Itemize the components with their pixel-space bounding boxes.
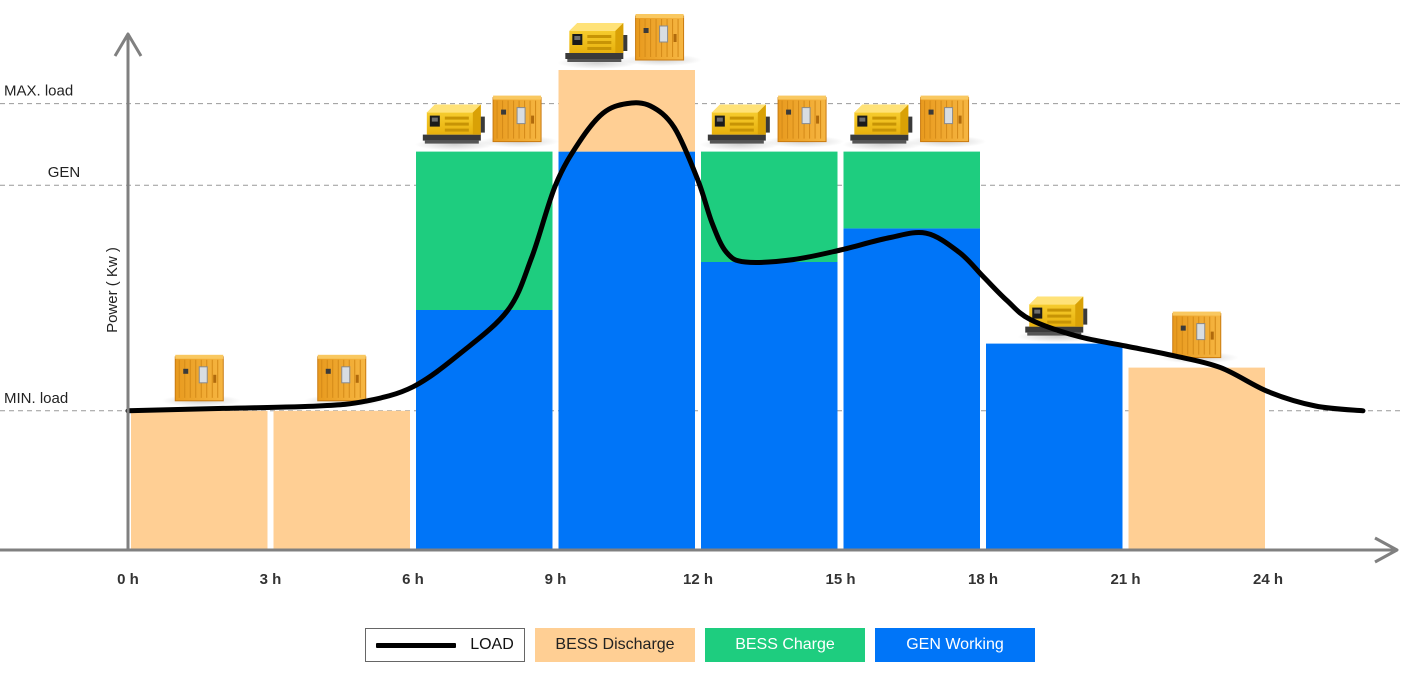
x-tick-labels: 0 h 3 h 6 h 9 h 12 h 15 h 18 h 21 h 24 h xyxy=(117,571,1283,588)
battery-container-icon-4 xyxy=(764,95,845,148)
bar-bess-discharge-1 xyxy=(273,410,410,550)
x-tick-label-5: 15 h xyxy=(825,571,855,588)
legend-item-gen-working: GEN Working xyxy=(875,628,1035,662)
x-tick-label-3: 9 h xyxy=(545,571,567,588)
x-tick-label-6: 18 h xyxy=(968,571,998,588)
load-line xyxy=(125,100,1366,414)
battery-container-icon-1 xyxy=(303,354,384,407)
bar-bess-discharge-0 xyxy=(131,410,268,550)
bar-gen-working-6 xyxy=(986,343,1123,550)
x-tick-label-0: 0 h xyxy=(117,571,139,588)
bar-gen-working-3 xyxy=(558,151,695,550)
battery-container-icon-2 xyxy=(479,95,560,148)
legend-bess-charge-label: BESS Charge xyxy=(735,636,835,653)
unit-icons xyxy=(161,14,1239,407)
bar-gen-working-2 xyxy=(416,310,553,550)
bar-bess-discharge-7 xyxy=(1128,367,1265,550)
level-label-0: MAX. load xyxy=(4,83,73,100)
y-axis-arrow xyxy=(113,32,143,57)
x-tick-label-1: 3 h xyxy=(260,571,282,588)
generator-icon-2 xyxy=(414,104,495,151)
x-tick-label-4: 12 h xyxy=(683,571,713,588)
generator-icon-4 xyxy=(699,104,780,151)
generator-icon-5 xyxy=(842,104,923,151)
x-tick-label-7: 21 h xyxy=(1110,571,1140,588)
level-label-2: MIN. load xyxy=(4,390,68,407)
battery-container-icon-5 xyxy=(906,95,987,148)
bar-gen-working-5 xyxy=(843,228,980,550)
level-labels: MAX. load GEN MIN. load xyxy=(4,83,80,407)
legend-load-label: LOAD xyxy=(470,636,514,653)
bar-gen-working-4 xyxy=(701,262,838,550)
x-tick-label-8: 24 h xyxy=(1253,571,1283,588)
legend-bess-discharge-label: BESS Discharge xyxy=(555,636,675,653)
legend-gen-working-label: GEN Working xyxy=(906,636,1004,653)
battery-container-icon-3 xyxy=(621,14,702,66)
y-axis-label: Power ( Kw ) xyxy=(104,247,121,333)
battery-container-icon-0 xyxy=(161,354,242,407)
legend-item-bess-charge: BESS Charge xyxy=(705,628,865,662)
bar-bess-charge-5 xyxy=(843,151,980,229)
energy-bars xyxy=(131,70,1265,550)
legend-load-swatch xyxy=(376,642,457,648)
x-tick-label-2: 6 h xyxy=(402,571,424,588)
generator-icon-3 xyxy=(557,23,638,69)
bar-bess-charge-2 xyxy=(416,151,553,310)
level-label-1: GEN xyxy=(48,164,81,181)
legend-item-load: LOAD xyxy=(365,628,525,662)
axes xyxy=(0,32,1399,564)
x-axis-arrow xyxy=(1374,536,1399,564)
legend-item-bess-discharge: BESS Discharge xyxy=(535,628,695,662)
